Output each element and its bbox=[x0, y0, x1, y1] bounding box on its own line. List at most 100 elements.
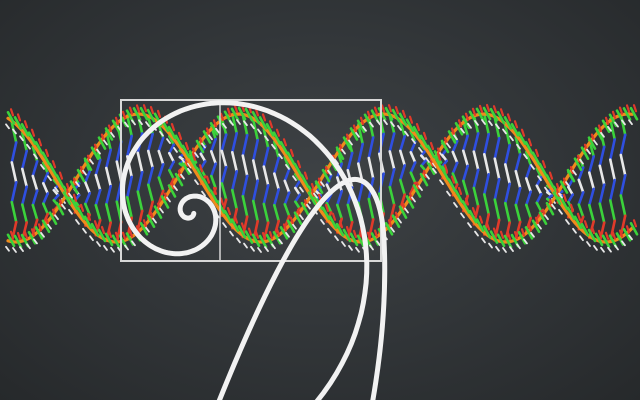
hydrogen-bond bbox=[173, 185, 178, 192]
sugar-bond bbox=[111, 234, 121, 249]
sugar-bond bbox=[531, 219, 541, 234]
sugar-bond bbox=[146, 214, 156, 228]
base-pair-segment bbox=[231, 170, 238, 192]
hydrogen-bond bbox=[166, 138, 171, 145]
hydrogen-bond bbox=[313, 192, 318, 199]
sugar-bond bbox=[188, 155, 198, 170]
oxygen-bond bbox=[352, 124, 358, 133]
hydrogen-bond bbox=[502, 247, 507, 253]
oxygen-bond bbox=[303, 171, 309, 180]
hydrogen-bond bbox=[593, 244, 598, 251]
base-pair-segment bbox=[94, 158, 102, 177]
base-pair-segment bbox=[587, 155, 596, 174]
base-pair-segment bbox=[20, 203, 29, 224]
hydrogen-bond bbox=[467, 122, 472, 129]
base-pair-segment bbox=[252, 118, 260, 142]
base-pair-segment bbox=[136, 190, 144, 213]
oxygen-bond bbox=[205, 175, 211, 184]
oxygen-bond bbox=[429, 158, 435, 167]
base-pair-segment bbox=[514, 153, 522, 173]
oxygen-bond bbox=[114, 116, 120, 125]
hydrogen-bond bbox=[418, 185, 423, 192]
base-pair-segment bbox=[272, 156, 281, 175]
oxygen-bond bbox=[233, 104, 239, 114]
base-pair-segment bbox=[105, 203, 112, 224]
sugar-bond bbox=[391, 214, 401, 228]
hydrogen-bond bbox=[124, 244, 129, 251]
hydrogen-bond bbox=[516, 243, 521, 250]
oxygen-bond bbox=[457, 119, 463, 128]
base-pair-segment bbox=[283, 191, 291, 206]
oxygen-bond bbox=[177, 170, 183, 179]
sugar-bond bbox=[398, 205, 408, 219]
sugar-bond bbox=[76, 206, 86, 221]
oxygen-bond bbox=[597, 229, 603, 238]
base-pair-segment bbox=[608, 158, 617, 182]
sugar-bond bbox=[594, 127, 604, 141]
oxygen-bond bbox=[282, 138, 288, 147]
oxygen-bond bbox=[58, 171, 64, 180]
sugar-bond bbox=[454, 122, 464, 136]
base-pair-segment bbox=[126, 175, 133, 199]
base-pair-segment bbox=[168, 143, 175, 155]
base-pair-segment bbox=[293, 172, 302, 183]
hydrogen-bond bbox=[306, 203, 311, 210]
sugar-bond bbox=[496, 233, 506, 248]
base-pair-segment bbox=[598, 183, 606, 205]
base-pair-segment bbox=[41, 161, 50, 175]
sugar-bond bbox=[419, 172, 429, 187]
sugar-bond bbox=[419, 134, 429, 149]
oxygen-bond bbox=[177, 131, 183, 140]
hydrogen-bond bbox=[481, 119, 486, 125]
base-pair-segment bbox=[31, 160, 39, 178]
hydrogen-bond bbox=[243, 242, 248, 249]
sugar-bond bbox=[475, 218, 485, 232]
oxygen-bond bbox=[457, 186, 463, 195]
hydrogen-bond bbox=[19, 246, 24, 253]
sugar-bond bbox=[538, 162, 548, 177]
oxygen-bond bbox=[282, 223, 288, 232]
sugar-bond bbox=[13, 234, 23, 249]
hydrogen-bond bbox=[194, 179, 199, 186]
oxygen-bond bbox=[562, 193, 568, 202]
base-pair-segment bbox=[293, 179, 302, 190]
sugar-bond bbox=[559, 180, 569, 194]
sugar-bond bbox=[594, 232, 604, 247]
base-pair-segment bbox=[20, 131, 29, 153]
base-pair-segment bbox=[608, 178, 617, 202]
hydrogen-bond bbox=[341, 241, 346, 247]
hydrogen-bond bbox=[467, 222, 472, 229]
base-pair-segment bbox=[346, 203, 354, 224]
sugar-bond bbox=[55, 174, 65, 188]
sugar-bond bbox=[181, 161, 191, 175]
oxygen-bond bbox=[415, 181, 421, 190]
oxygen-bond bbox=[100, 133, 106, 142]
base-pair-segment bbox=[252, 138, 260, 162]
sugar-bond bbox=[461, 200, 471, 214]
sugar-bond bbox=[97, 228, 107, 243]
base-pair-segment bbox=[608, 199, 617, 223]
oxygen-bond bbox=[352, 229, 358, 238]
base-pair-segment bbox=[388, 132, 396, 153]
sugar-bond bbox=[293, 211, 303, 225]
base-pair-segment bbox=[577, 203, 585, 219]
sugar-bond bbox=[48, 162, 58, 177]
hydrogen-bond bbox=[481, 237, 486, 244]
hydrogen-bond bbox=[166, 196, 171, 203]
base-pair-segment bbox=[493, 136, 501, 160]
base-pair-segment bbox=[157, 149, 165, 166]
sugar-bond bbox=[391, 108, 401, 123]
sugar-bond bbox=[335, 222, 345, 237]
hydrogen-bond bbox=[502, 128, 507, 135]
hydrogen-bond bbox=[201, 142, 206, 149]
base-pair-segment bbox=[535, 167, 543, 179]
oxygen-bond bbox=[121, 231, 127, 240]
base-pair-segment bbox=[503, 124, 512, 147]
sugar-bond bbox=[307, 191, 317, 205]
oxygen-bond bbox=[156, 109, 162, 119]
hydrogen-bond bbox=[411, 138, 416, 145]
sugar-bond bbox=[328, 215, 338, 230]
hydrogen-bond bbox=[474, 230, 479, 237]
sugar-bond bbox=[629, 222, 639, 236]
base-pair-segment bbox=[356, 142, 365, 165]
